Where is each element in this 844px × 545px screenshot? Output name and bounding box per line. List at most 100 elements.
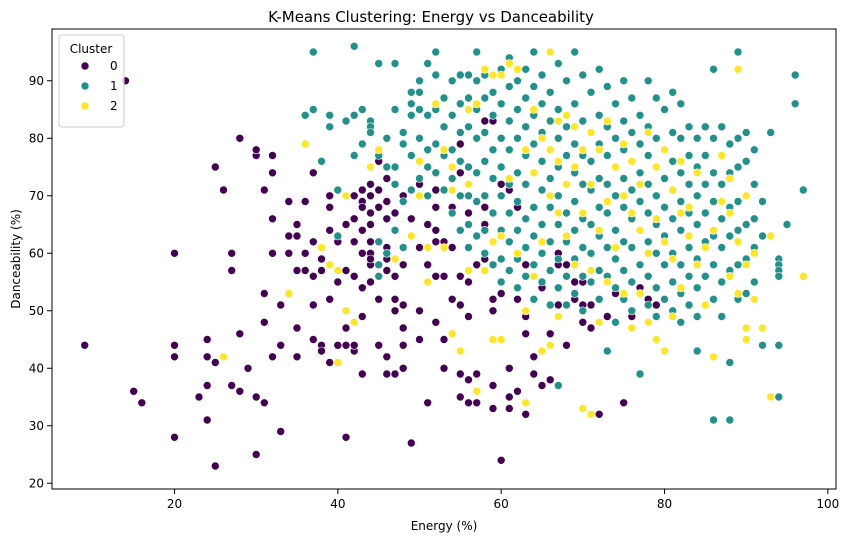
point-cluster-1	[774, 340, 784, 350]
point-cluster-0	[357, 226, 367, 235]
point-cluster-1	[415, 88, 424, 97]
point-cluster-1	[545, 174, 555, 183]
point-cluster-2	[390, 254, 400, 264]
point-cluster-1	[431, 70, 441, 80]
point-cluster-2	[651, 335, 661, 344]
point-cluster-0	[455, 392, 465, 402]
point-cluster-2	[521, 306, 531, 316]
point-cluster-2	[709, 226, 718, 235]
point-cluster-2	[676, 208, 686, 218]
point-cluster-2	[643, 128, 653, 137]
point-cluster-2	[586, 266, 596, 275]
point-cluster-1	[709, 65, 718, 74]
point-cluster-2	[798, 271, 808, 281]
point-cluster-2	[717, 151, 727, 160]
point-cluster-1	[611, 317, 620, 327]
point-cluster-2	[570, 162, 580, 172]
point-cluster-2	[586, 409, 596, 419]
point-cluster-1	[545, 266, 555, 275]
point-cluster-1	[798, 185, 808, 195]
point-cluster-2	[521, 145, 531, 155]
point-cluster-2	[423, 277, 433, 287]
point-cluster-1	[537, 70, 547, 80]
point-cluster-2	[472, 386, 482, 396]
point-cluster-1	[423, 162, 433, 172]
point-cluster-2	[537, 346, 547, 356]
point-cluster-0	[366, 220, 375, 229]
point-cluster-1	[643, 76, 653, 86]
point-cluster-1	[627, 185, 637, 195]
point-cluster-0	[578, 317, 588, 327]
point-cluster-2	[219, 352, 228, 362]
point-cluster-1	[480, 157, 490, 166]
point-cluster-2	[602, 197, 612, 206]
point-cluster-1	[529, 203, 539, 212]
point-cluster-1	[415, 105, 424, 114]
point-cluster-2	[700, 243, 710, 252]
point-cluster-0	[382, 266, 392, 275]
point-cluster-1	[725, 139, 735, 149]
point-cluster-0	[651, 300, 661, 310]
point-cluster-1	[553, 220, 563, 229]
point-cluster-1	[660, 105, 669, 114]
point-cluster-1	[415, 76, 424, 86]
point-cluster-2	[668, 185, 678, 195]
point-cluster-1	[619, 76, 629, 86]
legend-label-cluster-0: 0	[110, 59, 118, 73]
point-cluster-1	[464, 93, 473, 103]
point-cluster-1	[439, 122, 449, 132]
y-tick-label: 60	[29, 246, 44, 260]
point-cluster-1	[398, 128, 408, 137]
point-cluster-1	[651, 93, 661, 103]
point-cluster-1	[570, 47, 580, 57]
point-cluster-0	[423, 220, 433, 229]
point-cluster-1	[513, 226, 522, 235]
point-cluster-1	[496, 162, 506, 172]
y-tick-label: 70	[29, 189, 44, 203]
point-cluster-0	[251, 392, 261, 402]
point-cluster-1	[709, 134, 718, 143]
point-cluster-0	[545, 329, 555, 339]
point-cluster-0	[366, 277, 375, 287]
point-cluster-0	[300, 197, 310, 206]
point-cluster-1	[741, 128, 751, 137]
point-cluster-1	[643, 180, 653, 189]
point-cluster-1	[390, 105, 400, 114]
point-cluster-0	[129, 386, 138, 396]
point-cluster-0	[390, 294, 400, 304]
point-cluster-1	[382, 162, 392, 172]
point-cluster-1	[660, 260, 669, 270]
point-cluster-0	[513, 386, 522, 396]
point-cluster-0	[455, 168, 465, 178]
point-cluster-2	[586, 180, 596, 189]
point-cluster-0	[464, 375, 473, 385]
point-cluster-0	[431, 237, 441, 247]
point-cluster-1	[431, 139, 441, 149]
point-cluster-1	[504, 208, 514, 218]
point-cluster-1	[529, 294, 539, 304]
point-cluster-1	[660, 174, 669, 183]
point-cluster-1	[545, 237, 555, 247]
point-cluster-1	[749, 277, 759, 287]
point-cluster-1	[349, 111, 359, 120]
point-cluster-0	[211, 162, 220, 172]
point-cluster-0	[496, 289, 506, 298]
point-cluster-1	[733, 134, 743, 143]
point-cluster-0	[594, 409, 604, 419]
point-cluster-1	[472, 134, 482, 143]
point-cluster-1	[308, 105, 318, 114]
point-cluster-0	[374, 340, 384, 350]
point-cluster-2	[602, 277, 612, 287]
point-cluster-1	[790, 70, 800, 80]
point-cluster-0	[472, 398, 482, 408]
point-cluster-0	[349, 237, 359, 247]
point-cluster-2	[766, 231, 776, 241]
point-cluster-0	[455, 300, 465, 310]
point-cluster-0	[488, 294, 498, 304]
point-cluster-1	[725, 231, 735, 241]
point-cluster-2	[537, 237, 547, 247]
point-cluster-2	[684, 203, 694, 212]
point-cluster-0	[521, 329, 531, 339]
point-cluster-1	[496, 99, 506, 109]
point-cluster-0	[366, 208, 375, 218]
